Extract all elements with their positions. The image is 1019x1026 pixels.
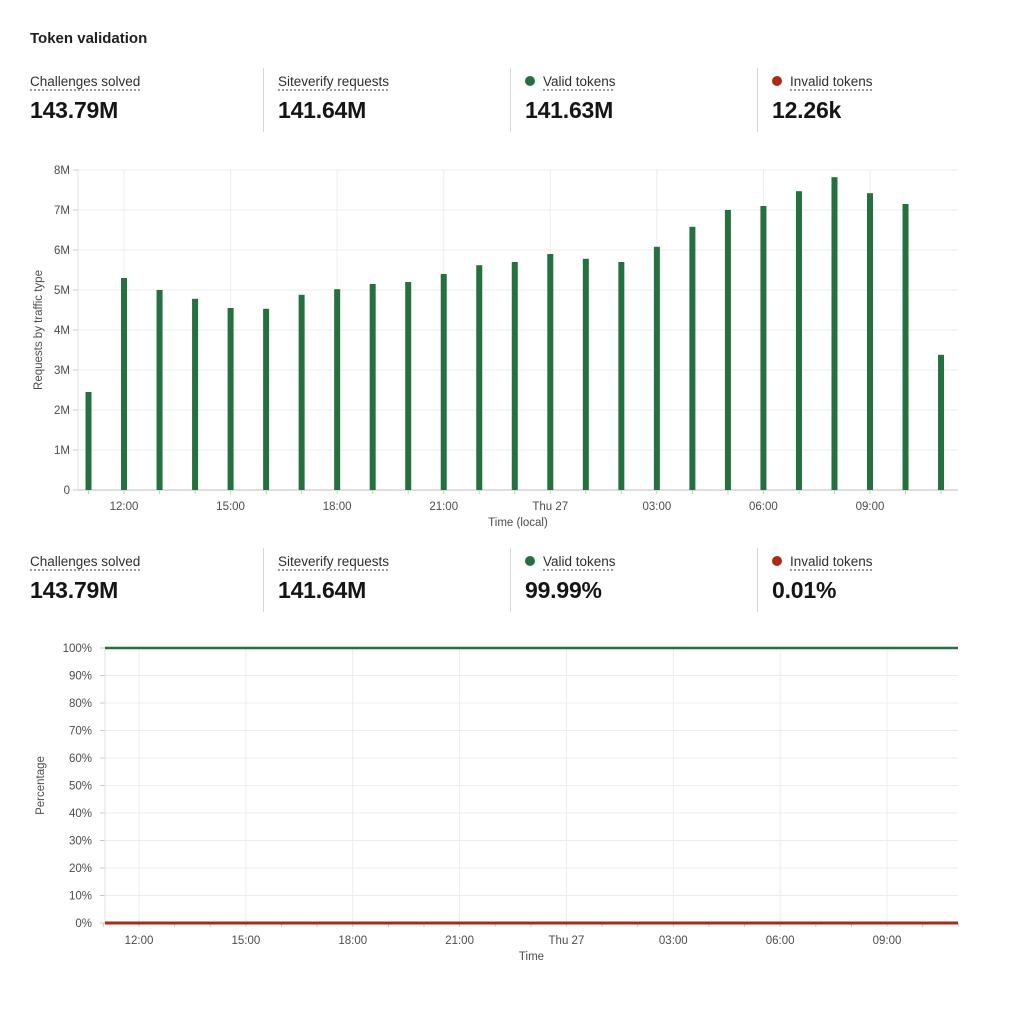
x-tick-label: Thu 27 [532,501,568,513]
stat-label[interactable]: Siteverify requests [278,73,390,89]
y-tick-label: 10% [69,891,92,903]
x-tick-label: 15:00 [216,501,245,513]
y-tick-label: 40% [69,808,92,820]
stat-card-siteverify-requests: Siteverify requests 141.64M [263,68,510,132]
y-tick-label: 90% [69,671,92,683]
x-tick-label: 06:00 [749,501,778,513]
x-axis-title: Time [519,951,544,963]
bar[interactable] [618,262,625,490]
y-tick-label: 60% [69,753,92,765]
y-tick-label: 8M [54,165,70,177]
x-tick-label: 21:00 [445,935,474,947]
bar[interactable] [582,258,589,490]
stat-label[interactable]: Valid tokens [543,73,616,89]
bar[interactable] [263,308,270,490]
stat-value: 0.01% [772,577,837,603]
y-tick-label: 70% [69,726,92,738]
bar[interactable] [511,262,518,490]
stat-card-valid-tokens: Valid tokens 141.63M [510,68,757,132]
stat-card-siteverify-requests: Siteverify requests 141.64M [263,548,510,612]
bar[interactable] [867,193,874,490]
bar[interactable] [227,308,234,490]
bar[interactable] [85,392,92,490]
y-tick-label: 6M [54,245,70,257]
x-tick-label: 12:00 [110,501,139,513]
percentage-line-chart[interactable]: 0% 10% 20% 30% 40% 50% 60% 70% 80% 90% 100% 12:00 15… [0,630,1019,976]
bar[interactable] [902,204,909,490]
requests-by-traffic-type-bar-chart[interactable]: 0 1M 2M 3M 4M 5M 6M 7M 8M 12:00 15:00 18:00 21:00 Thu… [0,150,1019,530]
y-tick-label: 1M [54,445,70,457]
x-tick-label: 03:00 [642,501,671,513]
x-tick-label: 09:00 [856,501,885,513]
y-tick-label: 0% [75,918,92,930]
valid-tokens-dot-icon [525,556,535,566]
bar[interactable] [760,206,767,490]
stat-card-invalid-tokens-pct: Invalid tokens 0.01% [757,548,1004,612]
y-tick-label: 4M [54,325,70,337]
bar[interactable] [938,354,945,490]
bar[interactable] [334,289,341,490]
page-title: Token validation [30,30,148,47]
stat-label[interactable]: Valid tokens [543,553,616,569]
y-tick-label: 2M [54,405,70,417]
y-tick-label: 20% [69,863,92,875]
y-tick-label: 30% [69,836,92,848]
stat-label[interactable]: Challenges solved [30,73,141,89]
bar[interactable] [653,246,660,490]
x-tick-label: 12:00 [125,935,154,947]
y-tick-label: 100% [63,643,92,655]
y-tick-label: 3M [54,365,70,377]
bar[interactable] [689,226,696,491]
stat-label[interactable]: Challenges solved [30,553,141,569]
y-tick-label: 5M [54,285,70,297]
stat-card-challenges-solved: Challenges solved 143.79M [16,68,263,132]
y-tick-label: 0 [64,485,70,497]
bar[interactable] [724,210,731,490]
stat-card-invalid-tokens: Invalid tokens 12.26k [757,68,1004,132]
x-tick-label: Thu 27 [549,935,585,947]
stat-label[interactable]: Invalid tokens [790,553,873,569]
stat-value: 143.79M [30,577,119,603]
x-axis-title: Time (local) [488,517,548,529]
x-tick-label: 03:00 [659,935,688,947]
stat-card-valid-tokens-pct: Valid tokens 99.99% [510,548,757,612]
stat-value: 143.79M [30,97,119,123]
y-tick-label: 80% [69,698,92,710]
stat-card-challenges-solved: Challenges solved 143.79M [16,548,263,612]
bar[interactable] [547,254,554,490]
y-tick-label: 50% [69,781,92,793]
stats-row-bottom: Challenges solved 143.79M Siteverify req… [16,548,1004,612]
bar[interactable] [795,191,802,490]
invalid-tokens-dot-icon [772,556,782,566]
bar[interactable] [405,282,412,490]
x-tick-label: 18:00 [323,501,352,513]
stat-label[interactable]: Siteverify requests [278,553,390,569]
bar[interactable] [831,177,838,490]
stat-value: 141.64M [278,97,367,123]
bar[interactable] [156,290,163,490]
x-tick-label: 09:00 [873,935,902,947]
x-tick-label: 06:00 [766,935,795,947]
stat-value: 12.26k [772,97,842,123]
valid-tokens-dot-icon [525,76,535,86]
x-tick-label: 21:00 [429,501,458,513]
stat-label[interactable]: Invalid tokens [790,73,873,89]
bar[interactable] [440,274,447,490]
y-tick-label: 7M [54,205,70,217]
stats-row-top: Challenges solved 143.79M Siteverify req… [16,68,1004,132]
y-axis-title: Percentage [35,756,47,815]
invalid-tokens-dot-icon [772,76,782,86]
y-axis-title: Requests by traffic type [33,270,45,390]
stat-value: 99.99% [525,577,602,603]
x-tick-label: 18:00 [338,935,367,947]
bar[interactable] [476,265,483,490]
x-tick-label: 15:00 [231,935,260,947]
bar[interactable] [192,298,199,490]
stat-value: 141.63M [525,97,614,123]
stat-value: 141.64M [278,577,367,603]
bar[interactable] [298,294,305,490]
bar[interactable] [369,284,376,490]
bar[interactable] [121,278,128,490]
